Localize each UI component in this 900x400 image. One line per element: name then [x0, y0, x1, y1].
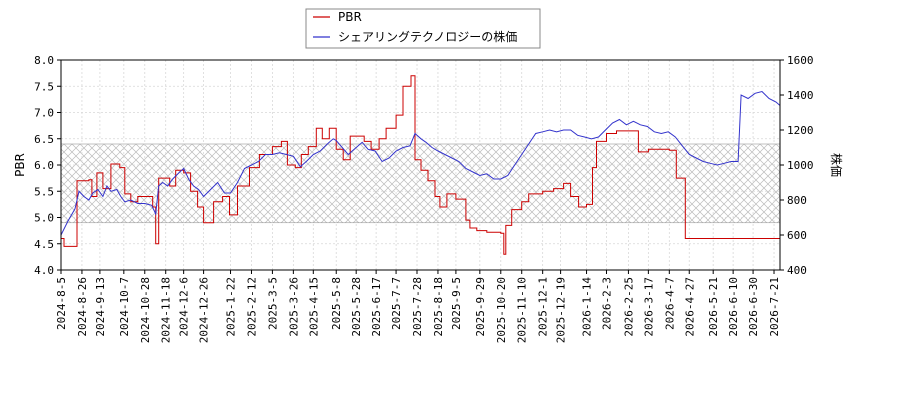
y-left-tick-label: 5.0: [34, 212, 54, 225]
x-tick-label: 2026-2-25: [622, 277, 635, 337]
x-tick-label: 2024-10-28: [139, 277, 152, 343]
x-tick-label: 2025-2-12: [245, 277, 258, 337]
y-left-tick-label: 5.5: [34, 185, 54, 198]
x-tick-label: 2024-8-26: [76, 277, 89, 337]
x-tick-label: 2025-1-22: [225, 277, 238, 337]
x-tick-label: 2026-2-3: [600, 277, 613, 330]
x-tick-label: 2025-4-15: [307, 277, 320, 337]
x-tick-label: 2025-12-19: [555, 277, 568, 343]
legend-pbr-label: PBR: [338, 10, 362, 24]
x-tick-label: 2026-1-14: [581, 277, 594, 337]
x-tick-label: 2025-8-18: [432, 277, 445, 337]
x-tick-label: 2024-9-13: [94, 277, 107, 337]
y-right-tick-label: 1600: [787, 54, 814, 67]
x-tick-label: 2025-12-1: [537, 277, 550, 337]
y-left-tick-label: 6.5: [34, 133, 54, 146]
y-right-tick-label: 400: [787, 264, 807, 277]
y-left-tick-label: 7.5: [34, 80, 54, 93]
x-tick-label: 2025-11-10: [516, 277, 529, 343]
y-left-tick-label: 7.0: [34, 107, 54, 120]
x-tick-label: 2025-5-28: [350, 277, 363, 337]
x-tick-label: 2026-6-30: [747, 277, 760, 337]
x-tick-label: 2024-11-18: [160, 277, 173, 343]
x-tick-label: 2026-6-10: [727, 277, 740, 337]
reference-band: [61, 143, 780, 224]
x-tick-label: 2024-10-7: [118, 277, 131, 337]
x-tick-label: 2025-3-5: [266, 277, 279, 330]
x-tick-label: 2026-4-27: [683, 277, 696, 337]
x-tick-label: 2025-6-17: [370, 277, 383, 337]
x-tick-label: 2025-7-7: [390, 277, 403, 330]
y-right-axis-title: 株価: [829, 153, 844, 177]
x-tick-label: 2025-7-28: [411, 277, 424, 337]
y-right-tick-label: 1000: [787, 159, 814, 172]
x-tick-label: 2026-7-21: [768, 277, 781, 337]
x-tick-label: 2024-8-5: [55, 277, 68, 330]
y-right-tick-label: 600: [787, 229, 807, 242]
x-tick-label: 2026-3-17: [642, 277, 655, 337]
x-tick-label: 2025-9-29: [474, 277, 487, 337]
x-tick-label: 2026-5-21: [707, 277, 720, 337]
x-tick-label: 2025-9-5: [450, 277, 463, 330]
x-tick-label: 2026-4-7: [663, 277, 676, 330]
legend-stock-label: シェアリングテクノロジーの株価: [338, 29, 517, 44]
y-left-tick-label: 6.0: [34, 159, 54, 172]
y-right-tick-label: 800: [787, 194, 807, 207]
x-tick-label: 2024-12-6: [178, 277, 191, 337]
x-tick-label: 2025-5-8: [330, 277, 343, 330]
y-right-tick-label: 1400: [787, 89, 814, 102]
x-tick-label: 2025-10-20: [495, 277, 508, 343]
x-tick-label: 2024-12-26: [198, 277, 211, 343]
y-right-tick-label: 1200: [787, 124, 814, 137]
x-tick-label: 2025-3-26: [287, 277, 300, 337]
y-left-tick-label: 4.0: [34, 264, 54, 277]
y-left-axis-title: PBR: [13, 153, 27, 177]
legend: PBR シェアリングテクノロジーの株価: [305, 8, 541, 49]
y-left-tick-label: 8.0: [34, 54, 54, 67]
y-left-tick-label: 4.5: [34, 238, 54, 251]
